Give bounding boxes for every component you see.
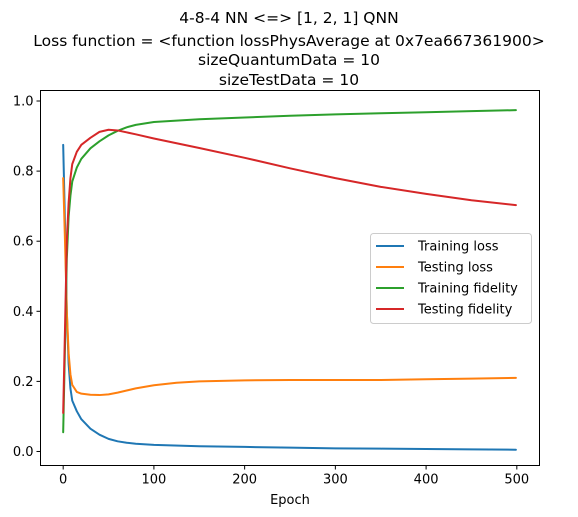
series-line-testing-loss [62,177,517,397]
title-line-4: sizeTestData = 10 [219,71,359,89]
title-line-3: sizeQuantumData = 10 [198,51,380,69]
y-tick-label: 0.2 [13,375,34,390]
y-tick-label: 0.8 [13,165,34,180]
x-tick-label: 100 [141,473,166,488]
x-tick-label: 200 [232,473,257,488]
y-axis: 0.0 0.2 0.4 0.6 0.8 1.0 [13,95,41,460]
legend-label-testing-loss: Testing loss [417,261,493,276]
x-tick-label: 300 [323,473,348,488]
legend-label-training-fidelity: Training fidelity [417,282,518,297]
legend-label-testing-fidelity: Testing fidelity [417,303,513,318]
title-line-1: 4-8-4 NN <=> [1, 2, 1] QNN [179,9,398,27]
x-tick-label: 500 [504,473,529,488]
series-line-training-loss [62,143,517,451]
chart-title: 4-8-4 NN <=> [1, 2, 1] QNN Loss function… [33,9,544,89]
y-tick-label: 0.4 [13,305,34,320]
legend-frame [370,233,532,324]
y-tick-label: 0.0 [13,445,34,460]
x-axis-label: Epoch [270,493,310,508]
y-tick-label: 0.6 [13,235,34,250]
title-line-2: Loss function = <function lossPhysAverag… [33,32,544,50]
x-axis: 0 100 200 300 400 500 [59,465,529,488]
x-tick-label: 400 [414,473,439,488]
legend-label-training-loss: Training loss [417,240,499,255]
series-line-testing-fidelity [62,128,517,414]
plot-area-frame [40,90,540,466]
series-lines [62,109,517,451]
y-tick-label: 1.0 [13,95,34,110]
legend: Training loss Testing loss Training fideli… [370,233,532,324]
x-tick-label: 0 [59,473,67,488]
